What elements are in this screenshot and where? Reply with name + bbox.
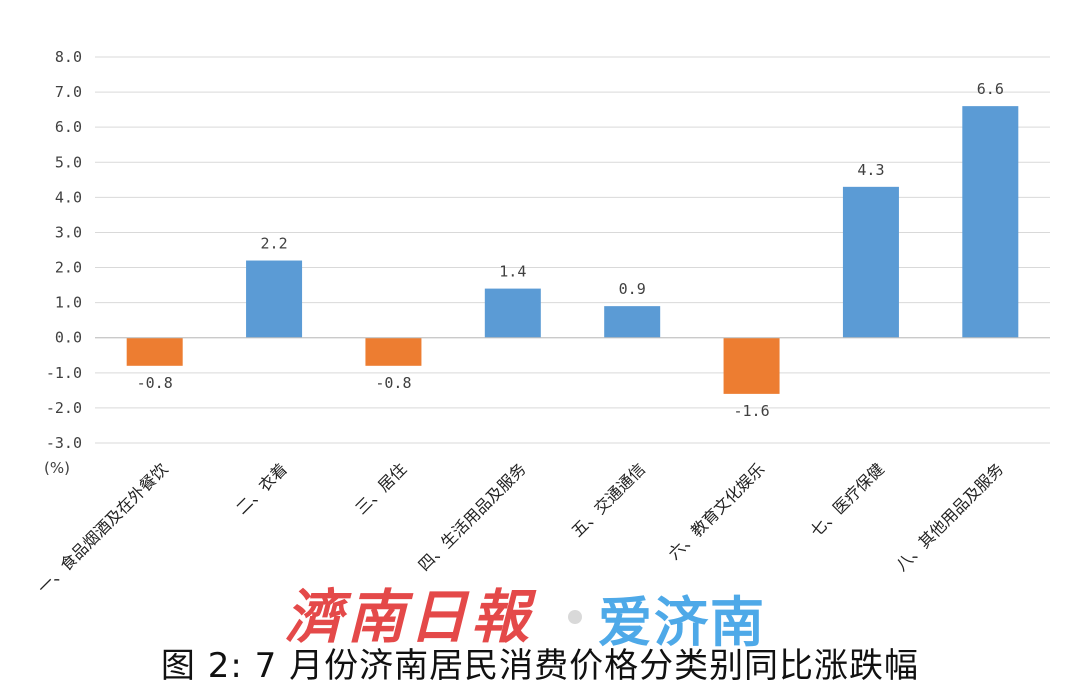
y-tick-label: 7.0 [55,83,82,101]
y-tick-label: 6.0 [55,118,82,136]
jinan-daily-logo: 濟南日報 [285,583,534,651]
y-tick-label: 1.0 [55,294,82,312]
y-tick-label: 0.0 [55,329,82,347]
bar [962,106,1019,338]
bar [246,260,303,338]
category-label: 六、教育文化娱乐 [664,459,768,563]
ai-jinan-logo: 爱济南 [598,591,766,654]
bar [484,288,541,338]
data-label: 2.2 [261,235,288,253]
bar [126,337,183,366]
data-label: 6.6 [977,80,1004,98]
category-label: 七、医疗保健 [806,459,887,540]
figure-caption: 图 2: 7 月份济南居民消费价格分类别同比涨跌幅 [160,646,920,686]
category-label: 三、居住 [352,459,411,518]
category-label: 一、食品烟酒及在外餐饮 [34,459,172,597]
data-label: 0.9 [619,280,646,298]
data-label: -0.8 [137,374,173,392]
y-tick-label: 4.0 [55,188,82,206]
y-tick-label: -3.0 [46,434,82,452]
y-tick-label: 5.0 [55,153,82,171]
category-label: 八、其他用品及服务 [892,459,1007,574]
y-tick-label: 3.0 [55,223,82,241]
data-label: -1.6 [734,402,770,420]
data-label: 1.4 [499,263,526,281]
bar [842,186,899,338]
y-tick-label: 2.0 [55,259,82,277]
bar [723,337,780,394]
y-tick-label: 8.0 [55,48,82,66]
logo-separator-dot [568,610,582,624]
data-label: -0.8 [375,374,411,392]
y-tick-label: -2.0 [46,399,82,417]
category-label: 四、生活用品及服务 [414,459,529,574]
category-label: 二、衣着 [232,459,291,518]
y-axis-unit-label: (%) [44,459,70,477]
bar [604,306,661,338]
data-label: 4.3 [857,161,884,179]
bar [365,337,422,366]
y-tick-label: -1.0 [46,364,82,382]
category-label: 五、交通通信 [568,459,649,540]
